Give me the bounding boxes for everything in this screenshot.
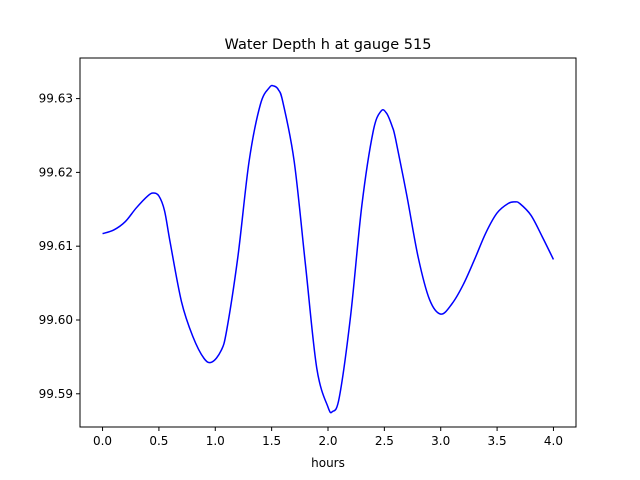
- x-tick-label: 2.5: [375, 434, 394, 448]
- x-tick-label: 0.5: [149, 434, 168, 448]
- y-tick-label: 99.63: [39, 92, 73, 106]
- x-tick-label: 1.5: [262, 434, 281, 448]
- x-tick-label: 1.0: [206, 434, 225, 448]
- x-axis-label: hours: [311, 456, 345, 470]
- x-axis: 0.0 0.5 1.0 1.5 2.0 2.5 3.0 3.5 4.0: [93, 427, 563, 448]
- plot-area-frame: [79, 57, 577, 428]
- y-tick-label: 99.62: [39, 165, 73, 179]
- y-tick-label: 99.61: [39, 239, 73, 253]
- y-tick-label: 99.59: [39, 387, 73, 401]
- x-tick-label: 3.0: [431, 434, 450, 448]
- x-tick-label: 2.0: [318, 434, 337, 448]
- y-axis: 99.59 99.60 99.61 99.62 99.63: [39, 92, 80, 401]
- y-tick-label: 99.60: [39, 313, 73, 327]
- chart-title: Water Depth h at gauge 515: [225, 37, 432, 53]
- x-tick-label: 3.5: [488, 434, 507, 448]
- x-tick-label: 0.0: [93, 434, 112, 448]
- series-layer: [102, 84, 555, 414]
- series-line-0: [102, 84, 555, 414]
- x-tick-label: 4.0: [544, 434, 563, 448]
